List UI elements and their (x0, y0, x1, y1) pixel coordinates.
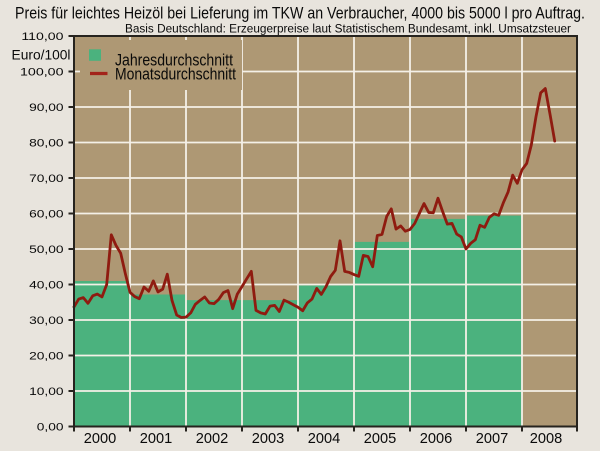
svg-text:2007: 2007 (476, 431, 509, 447)
svg-text:10,00: 10,00 (29, 386, 63, 398)
svg-text:30,00: 30,00 (29, 315, 63, 327)
svg-text:100,00: 100,00 (20, 67, 64, 79)
svg-text:2008: 2008 (530, 431, 563, 447)
svg-text:60,00: 60,00 (29, 209, 63, 221)
svg-text:0,00: 0,00 (37, 422, 64, 434)
svg-text:Euro/100l: Euro/100l (12, 46, 71, 62)
svg-text:Monatsdurchschnitt: Monatsdurchschnitt (115, 65, 236, 84)
svg-text:2006: 2006 (420, 431, 453, 447)
svg-text:80,00: 80,00 (29, 138, 63, 150)
svg-text:2003: 2003 (252, 431, 285, 447)
svg-text:2001: 2001 (140, 431, 173, 447)
svg-text:Jahresdurchschnitt: Jahresdurchschnitt (115, 50, 233, 69)
svg-text:2002: 2002 (196, 431, 229, 447)
svg-text:2004: 2004 (308, 431, 341, 447)
svg-text:Basis Deutschland: Erzeugerpre: Basis Deutschland: Erzeugerpreise laut S… (125, 22, 571, 36)
svg-text:90,00: 90,00 (29, 102, 63, 114)
svg-text:40,00: 40,00 (29, 280, 63, 292)
svg-text:2000: 2000 (84, 431, 117, 447)
svg-text:50,00: 50,00 (29, 244, 63, 256)
svg-text:20,00: 20,00 (29, 351, 63, 363)
svg-text:2005: 2005 (364, 431, 397, 447)
svg-text:70,00: 70,00 (29, 173, 63, 185)
svg-text:Preis für leichtes Heizöl bei: Preis für leichtes Heizöl bei Lieferung … (15, 4, 585, 23)
svg-text:110,00: 110,00 (21, 31, 63, 43)
